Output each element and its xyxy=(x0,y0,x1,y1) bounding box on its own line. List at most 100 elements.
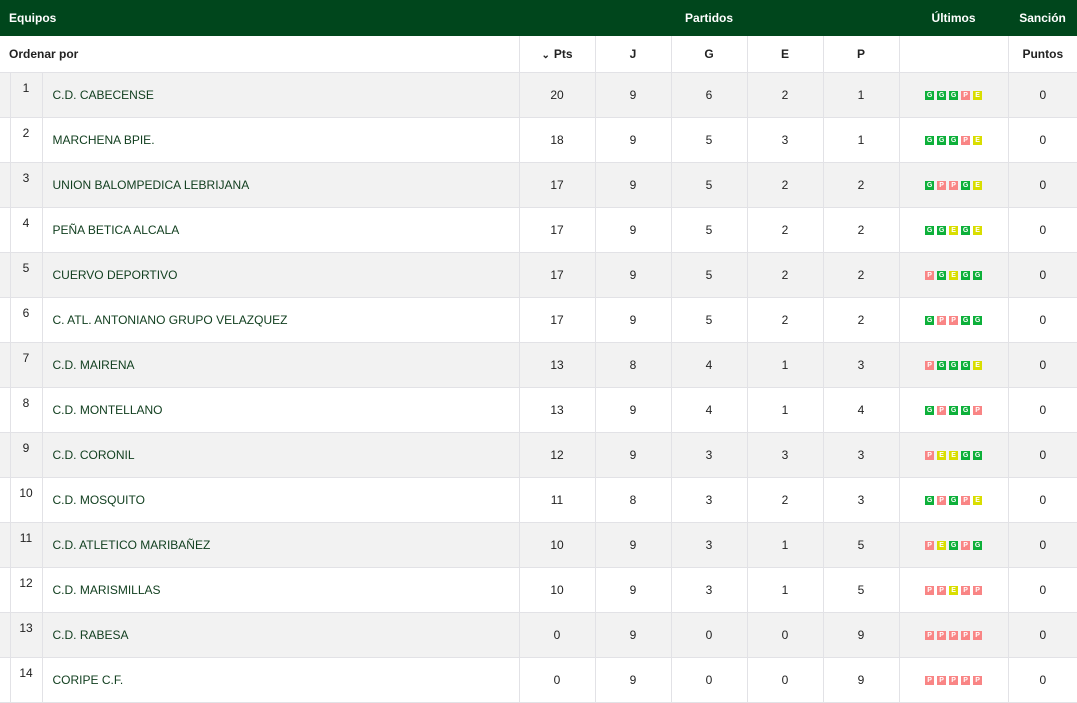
played: 9 xyxy=(594,162,671,208)
team-name-link[interactable]: C.D. MARISMILLAS xyxy=(41,567,519,613)
result-badge-win: G xyxy=(925,406,935,416)
team-name-link[interactable]: C.D. RABESA xyxy=(41,612,519,658)
result-badge-loss: P xyxy=(949,181,959,191)
team-name-link[interactable]: CORIPE C.F. xyxy=(41,657,519,703)
table-row[interactable]: 2 MARCHENA BPIE. 18 9 5 3 1 G G G P E 0 xyxy=(0,117,1077,163)
result-badge-loss: P xyxy=(973,406,983,416)
points: 11 xyxy=(518,477,595,523)
result-badge-win: G xyxy=(961,316,971,326)
rank: 1 xyxy=(9,72,42,118)
result-badge-win: G xyxy=(925,496,935,506)
result-badge-loss: P xyxy=(937,181,947,191)
table-row[interactable]: 5 CUERVO DEPORTIVO 17 9 5 2 2 P G E G G 0 xyxy=(0,252,1077,298)
sanction-points: 0 xyxy=(1007,567,1077,613)
table-row[interactable]: 9 C.D. CORONIL 12 9 3 3 3 P E E G G 0 xyxy=(0,432,1077,478)
table-row[interactable]: 1 C.D. CABECENSE 20 9 6 2 1 G G G P E 0 xyxy=(0,72,1077,118)
team-name-link[interactable]: CUERVO DEPORTIVO xyxy=(41,252,519,298)
table-row[interactable]: 14 CORIPE C.F. 0 9 0 0 9 P P P P P 0 xyxy=(0,657,1077,703)
result-badge-loss: P xyxy=(973,676,983,686)
table-row[interactable]: 6 C. ATL. ANTONIANO GRUPO VELAZQUEZ 17 9 5 2 2… xyxy=(0,297,1077,343)
drawn: 3 xyxy=(746,117,823,163)
drawn: 2 xyxy=(746,297,823,343)
drawn: 2 xyxy=(746,252,823,298)
result-badge-draw: E xyxy=(973,361,983,371)
points: 10 xyxy=(518,567,595,613)
points: 17 xyxy=(518,252,595,298)
table-row[interactable]: 11 C.D. ATLETICO MARIBAÑEZ 10 9 3 1 5 P E G P G 0 xyxy=(0,522,1077,568)
result-badge-win: G xyxy=(961,451,971,461)
result-badge-win: G xyxy=(937,361,947,371)
won: 5 xyxy=(670,252,747,298)
team-name-link[interactable]: C. ATL. ANTONIANO GRUPO VELAZQUEZ xyxy=(41,297,519,343)
sort-e-button[interactable]: E xyxy=(746,36,823,73)
drawn: 2 xyxy=(746,477,823,523)
lost: 3 xyxy=(822,477,900,523)
team-name-link[interactable]: C.D. MAIRENA xyxy=(41,342,519,388)
lost: 5 xyxy=(822,522,900,568)
result-badge-win: G xyxy=(973,541,983,551)
lost: 3 xyxy=(822,342,900,388)
result-badge-loss: P xyxy=(961,541,971,551)
team-name-link[interactable]: MARCHENA BPIE. xyxy=(41,117,519,163)
played: 9 xyxy=(594,252,671,298)
row-marker xyxy=(0,432,10,478)
result-badge-loss: P xyxy=(925,451,935,461)
points: 17 xyxy=(518,162,595,208)
result-badge-loss: P xyxy=(973,586,983,596)
won: 3 xyxy=(670,477,747,523)
played: 8 xyxy=(594,342,671,388)
sanction-points: 0 xyxy=(1007,342,1077,388)
sanction-points: 0 xyxy=(1007,297,1077,343)
result-badge-loss: P xyxy=(937,496,947,506)
lost: 1 xyxy=(822,117,900,163)
team-name-link[interactable]: C.D. MONTELLANO xyxy=(41,387,519,433)
team-name-link[interactable]: C.D. CABECENSE xyxy=(41,72,519,118)
result-badge-win: G xyxy=(949,361,959,371)
row-marker xyxy=(0,162,10,208)
rank: 12 xyxy=(9,567,42,613)
sort-pts-button[interactable]: ⌄ Pts xyxy=(518,36,595,73)
points: 12 xyxy=(518,432,595,478)
sort-j-button[interactable]: J xyxy=(594,36,671,73)
team-name-link[interactable]: C.D. CORONIL xyxy=(41,432,519,478)
result-badge-loss: P xyxy=(937,406,947,416)
team-name-link[interactable]: C.D. ATLETICO MARIBAÑEZ xyxy=(41,522,519,568)
pts-label: Pts xyxy=(553,47,573,61)
won: 0 xyxy=(670,612,747,658)
lost: 4 xyxy=(822,387,900,433)
table-row[interactable]: 10 C.D. MOSQUITO 11 8 3 2 3 G P G P E 0 xyxy=(0,477,1077,523)
table-row[interactable]: 3 UNION BALOMPEDICA LEBRIJANA 17 9 5 2 2 G P P G E 0 xyxy=(0,162,1077,208)
result-badge-loss: P xyxy=(961,136,971,146)
table-row[interactable]: 4 PEÑA BETICA ALCALA 17 9 5 2 2 G G E G E 0 xyxy=(0,207,1077,253)
rank: 2 xyxy=(9,117,42,163)
won: 3 xyxy=(670,567,747,613)
result-badge-win: G xyxy=(961,181,971,191)
table-row[interactable]: 12 C.D. MARISMILLAS 10 9 3 1 5 P P E P P 0 xyxy=(0,567,1077,613)
equipos-header: Equipos xyxy=(0,0,519,36)
sanction-points: 0 xyxy=(1007,207,1077,253)
team-name-link[interactable]: UNION BALOMPEDICA LEBRIJANA xyxy=(41,162,519,208)
table-row[interactable]: 13 C.D. RABESA 0 9 0 0 9 P P P P P 0 xyxy=(0,612,1077,658)
sort-p-button[interactable]: P xyxy=(822,36,900,73)
result-badge-loss: P xyxy=(925,631,935,641)
table-row[interactable]: 7 C.D. MAIRENA 13 8 4 1 3 P G G G E 0 xyxy=(0,342,1077,388)
rank: 11 xyxy=(9,522,42,568)
team-name-link[interactable]: PEÑA BETICA ALCALA xyxy=(41,207,519,253)
result-badge-draw: E xyxy=(949,586,959,596)
drawn: 2 xyxy=(746,207,823,253)
ultimos-header: Últimos xyxy=(899,0,1009,36)
table-row[interactable]: 8 C.D. MONTELLANO 13 9 4 1 4 G P G G P 0 xyxy=(0,387,1077,433)
points: 0 xyxy=(518,657,595,703)
sort-g-button[interactable]: G xyxy=(670,36,747,73)
result-badge-loss: P xyxy=(973,631,983,641)
result-badge-loss: P xyxy=(961,676,971,686)
sort-puntos-button[interactable]: Puntos xyxy=(1007,36,1077,73)
drawn: 3 xyxy=(746,432,823,478)
result-badge-loss: P xyxy=(925,271,935,281)
rank: 3 xyxy=(9,162,42,208)
team-name-link[interactable]: C.D. MOSQUITO xyxy=(41,477,519,523)
